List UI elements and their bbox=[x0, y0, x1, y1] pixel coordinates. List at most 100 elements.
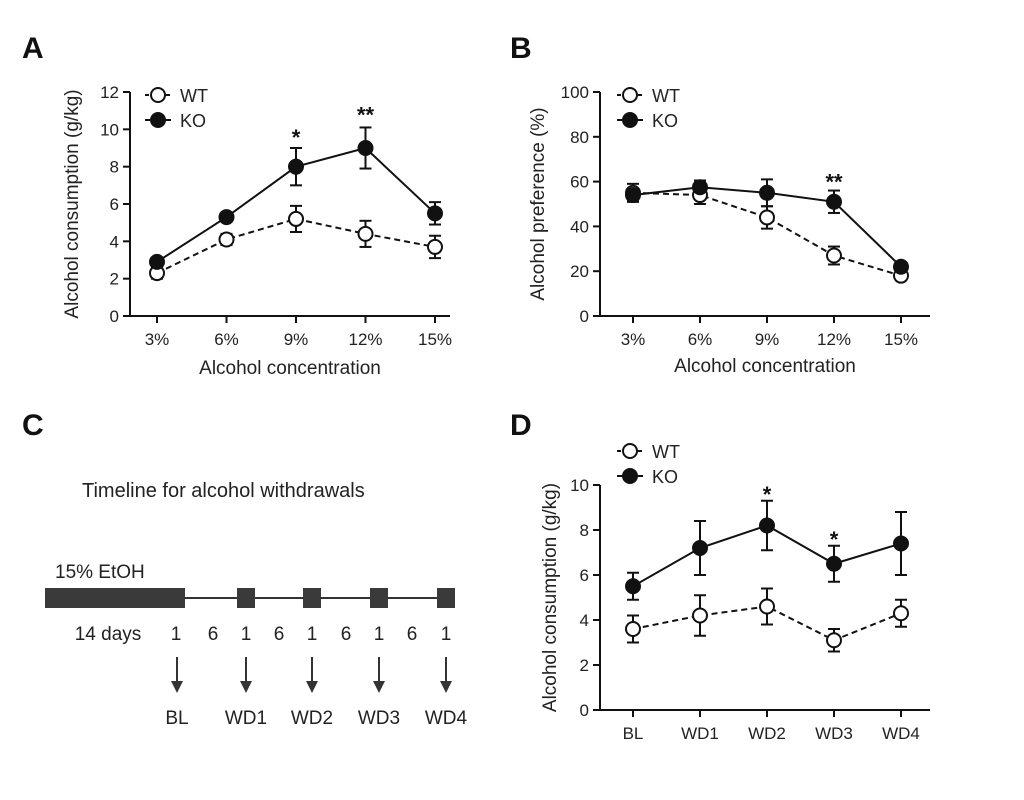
x-tick-label: 12% bbox=[348, 330, 382, 349]
y-tick-label: 40 bbox=[570, 217, 589, 236]
y-axis-title: Alcohol consumption (g/kg) bbox=[540, 483, 561, 712]
timeline-arrow-head bbox=[306, 681, 318, 693]
x-tick-label: 15% bbox=[418, 330, 452, 349]
data-point-ko bbox=[625, 578, 641, 595]
x-tick-label: 6% bbox=[214, 330, 239, 349]
chart-panel-a: 0 2 4 6 8 10 12 3% 6% 9% 12% 15% Alcohol concentrati… bbox=[62, 83, 452, 379]
data-point-ko bbox=[893, 258, 909, 275]
timeline-day-label: 1 bbox=[374, 624, 385, 645]
y-tick-label: 0 bbox=[580, 701, 589, 720]
y-tick-label: 4 bbox=[580, 611, 589, 630]
y-tick-label: 10 bbox=[570, 476, 589, 495]
data-point-ko bbox=[149, 253, 165, 270]
legend-marker-ko bbox=[622, 112, 638, 128]
y-axis-title: Alcohol consumption (g/kg) bbox=[62, 89, 83, 318]
data-point-wt bbox=[357, 225, 374, 242]
x-tick-label: 15% bbox=[884, 330, 918, 349]
data-point-wt bbox=[759, 209, 775, 226]
y-tick-label: 10 bbox=[100, 120, 119, 139]
panel-letter-a: A bbox=[22, 32, 44, 65]
data-point-wt bbox=[893, 605, 909, 622]
timeline-timepoint-label: BL bbox=[165, 708, 188, 729]
timeline-day-label: 6 bbox=[341, 624, 352, 645]
data-point-wt bbox=[826, 632, 842, 649]
timeline-bar-label: 15% EtOH bbox=[55, 562, 145, 583]
data-point-ko bbox=[625, 187, 641, 204]
timeline-day-label: 6 bbox=[274, 624, 285, 645]
timeline-day-label: 1 bbox=[307, 624, 318, 645]
data-point-ko bbox=[218, 209, 235, 226]
x-tick-label: 3% bbox=[145, 330, 170, 349]
x-tick-label: 9% bbox=[755, 330, 780, 349]
timeline-day-label: 6 bbox=[208, 624, 219, 645]
y-tick-label: 100 bbox=[561, 83, 589, 102]
timeline-title: Timeline for alcohol withdrawals bbox=[82, 480, 365, 502]
x-tick-label: 3% bbox=[621, 330, 646, 349]
legend-marker-ko bbox=[622, 468, 638, 484]
legend-marker-ko bbox=[150, 112, 166, 128]
x-tick-label: WD3 bbox=[815, 724, 853, 743]
significance-marker: ** bbox=[357, 102, 375, 127]
timeline-withdrawal-block bbox=[370, 588, 388, 608]
data-point-ko bbox=[692, 540, 708, 556]
timeline-timepoint-label: WD4 bbox=[425, 708, 468, 729]
y-tick-label: 0 bbox=[110, 307, 119, 326]
data-point-wt bbox=[692, 607, 708, 624]
data-point-wt bbox=[826, 247, 842, 264]
timeline-day-label: 6 bbox=[407, 624, 418, 645]
timeline-arrow-head bbox=[373, 681, 385, 693]
timeline-day-label: 14 days bbox=[75, 624, 142, 645]
series-line-wt bbox=[632, 191, 902, 277]
panel-letter-b: B bbox=[510, 32, 532, 65]
timeline-withdrawal-block bbox=[437, 588, 455, 608]
legend-label-wt: WT bbox=[652, 442, 680, 462]
data-point-ko bbox=[826, 193, 842, 210]
x-tick-label: WD4 bbox=[882, 724, 920, 743]
data-point-ko bbox=[288, 158, 304, 175]
y-tick-label: 80 bbox=[570, 128, 589, 147]
data-point-wt bbox=[218, 231, 235, 248]
y-tick-label: 8 bbox=[580, 521, 589, 540]
y-axis-title: Alcohol preference (%) bbox=[528, 107, 549, 300]
x-tick-label: 12% bbox=[817, 330, 851, 349]
timeline-timepoint-label: WD3 bbox=[358, 708, 400, 729]
data-point-wt bbox=[427, 238, 443, 255]
y-tick-label: 0 bbox=[580, 307, 589, 326]
significance-marker: * bbox=[830, 527, 839, 552]
data-point-wt bbox=[288, 210, 304, 227]
y-tick-label: 20 bbox=[570, 262, 589, 281]
timeline-withdrawal-block bbox=[303, 588, 321, 608]
timeline-timepoint-label: WD1 bbox=[225, 708, 267, 729]
timeline-panel: Timeline for alcohol withdrawals 15% EtO… bbox=[45, 480, 468, 729]
legend-marker-wt bbox=[622, 443, 638, 459]
panel-letter-c: C bbox=[22, 409, 44, 442]
timeline-day-label: 1 bbox=[171, 624, 182, 645]
timeline-baseline-block bbox=[45, 588, 185, 608]
timeline-day-label: 1 bbox=[441, 624, 452, 645]
significance-marker: ** bbox=[825, 170, 843, 195]
significance-marker: * bbox=[292, 125, 301, 150]
panel-letter-d: D bbox=[510, 409, 532, 442]
chart-panel-d: 0 2 4 6 8 10 BL WD1 WD2 WD3 WD4 Alcohol consumption… bbox=[540, 442, 930, 743]
y-tick-label: 60 bbox=[570, 173, 589, 192]
data-point-ko bbox=[692, 179, 708, 196]
legend-marker-wt bbox=[150, 87, 166, 103]
y-tick-label: 2 bbox=[580, 656, 589, 675]
x-tick-label: WD2 bbox=[748, 724, 786, 743]
data-point-ko bbox=[759, 184, 775, 201]
y-tick-label: 12 bbox=[100, 83, 119, 102]
legend-marker-wt bbox=[622, 87, 638, 103]
x-tick-label: WD1 bbox=[681, 724, 719, 743]
series-line-wt bbox=[156, 217, 436, 274]
timeline-arrow-head bbox=[240, 681, 252, 693]
y-tick-label: 2 bbox=[110, 270, 119, 289]
x-tick-label: 9% bbox=[284, 330, 309, 349]
y-tick-label: 6 bbox=[580, 566, 589, 585]
data-point-ko bbox=[893, 535, 909, 552]
data-point-ko bbox=[427, 205, 443, 222]
y-tick-label: 8 bbox=[110, 158, 119, 177]
legend-label-ko: KO bbox=[180, 111, 206, 131]
timeline-timepoint-label: WD2 bbox=[291, 708, 333, 729]
legend-label-wt: WT bbox=[180, 86, 208, 106]
